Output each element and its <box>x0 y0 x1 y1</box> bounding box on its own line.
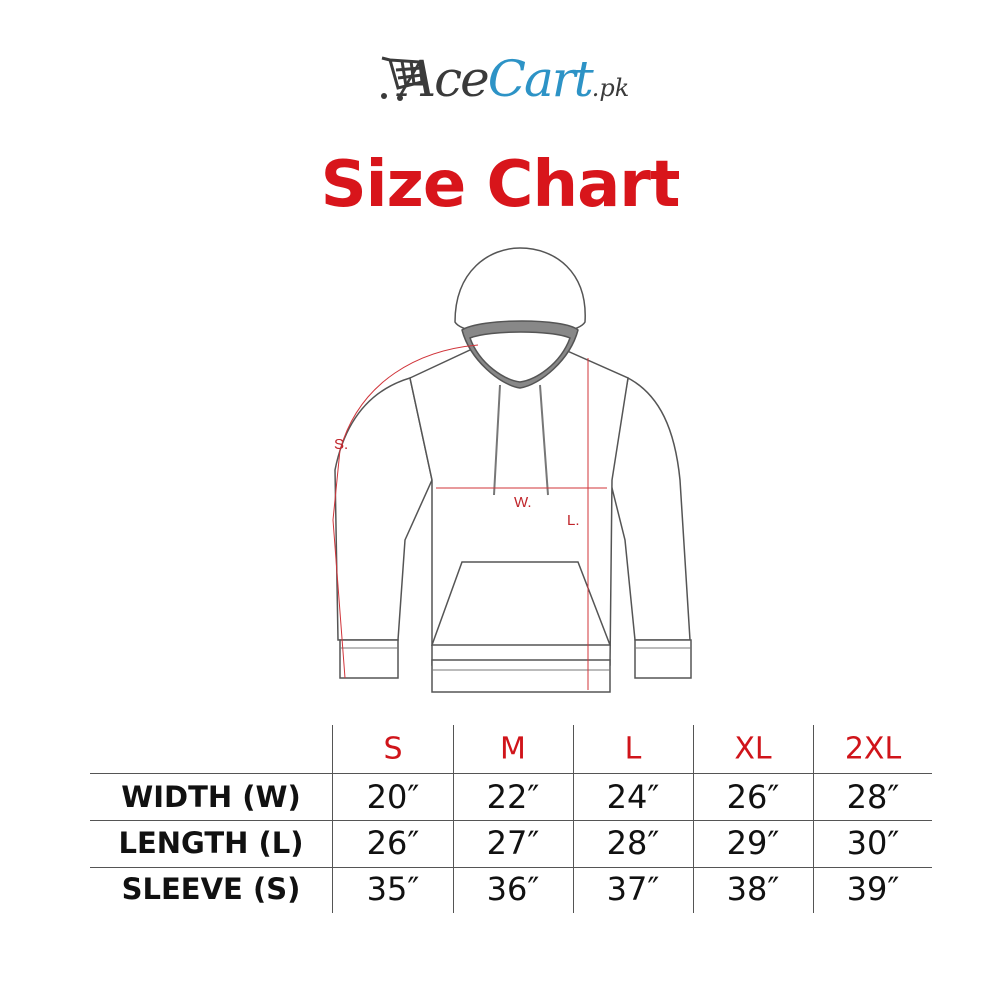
brand-cart: Cart <box>487 50 594 108</box>
size-header: L <box>624 731 642 767</box>
width-label: W. <box>514 494 532 511</box>
brand-name: AceCart.pk <box>400 50 629 108</box>
row-divider <box>90 773 932 774</box>
pocket <box>430 561 612 646</box>
table-cell: 28″ <box>606 824 660 862</box>
table-cell: 27″ <box>486 824 540 862</box>
row-divider <box>90 820 932 821</box>
table-cell: 26″ <box>726 778 780 816</box>
sleeve-measure-line <box>332 344 479 679</box>
waistband <box>431 659 611 693</box>
page-title: Size Chart <box>320 148 681 222</box>
table-cell: 37″ <box>606 870 660 908</box>
table-cell: 35″ <box>366 870 420 908</box>
left-cuff <box>339 639 399 679</box>
right-cuff <box>634 639 692 679</box>
table-cell: 24″ <box>606 778 660 816</box>
table-cell: 26″ <box>366 824 420 862</box>
table-cell: 39″ <box>846 870 900 908</box>
table-cell: 22″ <box>486 778 540 816</box>
size-header: M <box>500 731 526 767</box>
table-cell: 28″ <box>846 778 900 816</box>
acecart-logo: AceCart.pk <box>378 48 668 118</box>
table-cell: 29″ <box>726 824 780 862</box>
row-label: WIDTH (W) <box>121 780 301 814</box>
column-divider <box>693 725 694 913</box>
row-divider <box>90 867 932 868</box>
column-divider <box>453 725 454 913</box>
shopping-cart-icon <box>381 56 424 101</box>
table-cell: 38″ <box>726 870 780 908</box>
table-cell: 36″ <box>486 870 540 908</box>
column-divider <box>573 725 574 913</box>
brand-ace: Ace <box>400 50 490 108</box>
size-header: S <box>383 731 403 767</box>
column-divider <box>813 725 814 913</box>
brand-suffix: .pk <box>591 74 630 102</box>
size-header: XL <box>734 731 772 767</box>
size-header: 2XL <box>844 731 902 767</box>
length-label: L. <box>567 512 580 529</box>
table-cell: 20″ <box>366 778 420 816</box>
row-label: LENGTH (L) <box>118 826 304 860</box>
sleeve-label: S. <box>334 436 349 453</box>
table-cell: 30″ <box>846 824 900 862</box>
row-label: SLEEVE (S) <box>121 872 301 906</box>
column-divider <box>332 725 333 913</box>
